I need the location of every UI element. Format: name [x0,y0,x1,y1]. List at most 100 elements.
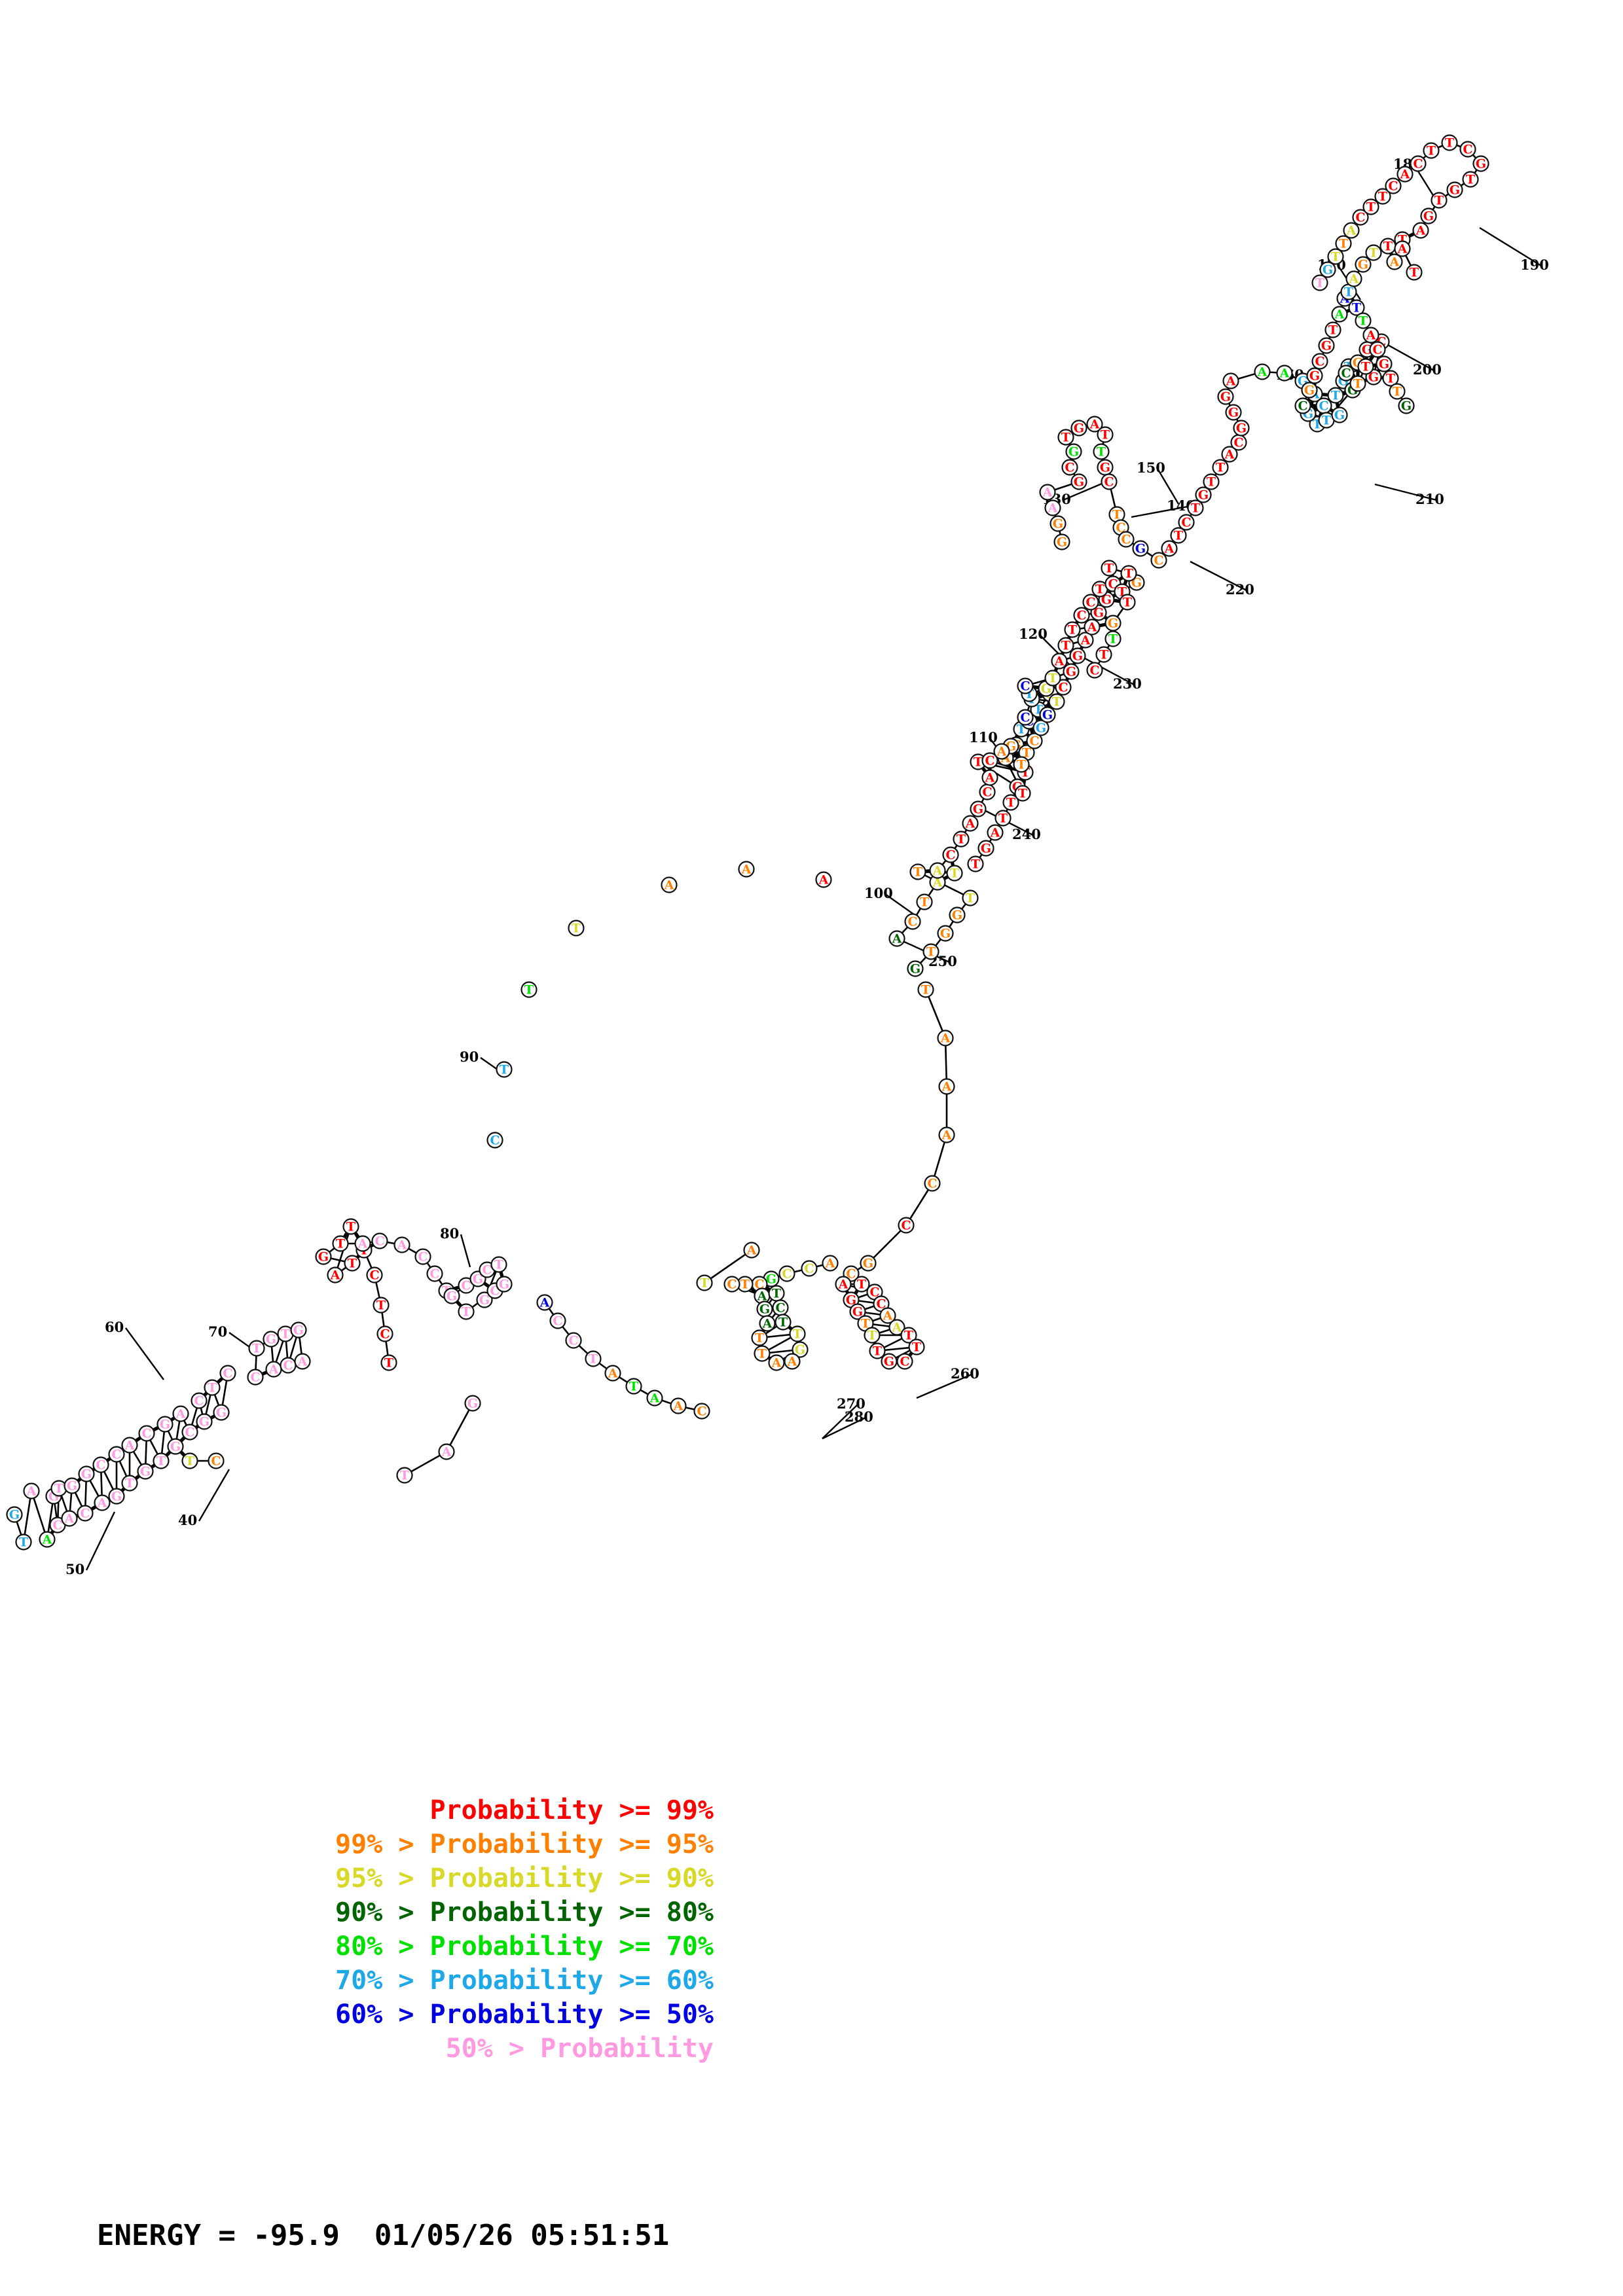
nucleotide-base-letter: A [397,1238,407,1253]
nucleotide-circle [1352,209,1369,226]
nucleotide-circle [1225,404,1242,421]
nucleotide-base-letter: A [441,1445,452,1460]
nucleotide-base-letter: C [846,1267,856,1282]
position-number-label: 100 [864,885,893,901]
nucleotide-base-letter: C [1463,143,1472,157]
nucleotide-circle [1446,181,1463,198]
nucleotide-circle [778,1265,795,1282]
position-leader-line [822,1404,858,1439]
base-pair-group [45,195,1422,1541]
nucleotide-base-letter: T [336,1237,345,1251]
nucleotide-circle [181,1452,198,1469]
nucleotide-circle [1170,527,1187,544]
position-number-label: 90 [460,1049,479,1065]
nucleotide-base-letter: C [1029,734,1039,749]
nucleotide-base-letter: T [1104,562,1114,576]
nucleotide-base-letter: T [1369,246,1378,260]
nucleotide-circle [156,1416,173,1433]
nucleotide-base-letter: T [1386,372,1395,386]
nucleotide-circle [1017,709,1034,726]
nucleotide-circle [1150,552,1167,569]
nucleotide-base-letter: G [216,1406,227,1420]
nucleotide-base-letter: A [1366,329,1376,343]
nucleotide-base-letter: C [804,1262,814,1276]
nucleotide-circle [78,1465,95,1482]
nucleotide-base-letter: G [1036,721,1046,736]
nucleotide-base-letter: A [965,817,976,831]
nucleotide-circle [366,1266,383,1283]
nucleotide-base-letter: G [940,927,951,941]
nucleotide-circle [568,920,585,937]
nucleotide-base-letter: T [1427,144,1436,158]
nucleotide-base-letter: T [1216,461,1225,475]
nucleotide-circle [219,1365,236,1382]
nucleotide-base-letter: G [766,1272,776,1287]
nucleotide-base-letter: C [223,1367,232,1381]
nucleotide-circle [898,1217,915,1234]
nucleotide-base-letter: G [759,1302,770,1317]
nucleotide-circle [604,1365,621,1382]
nucleotide-base-letter: A [1080,634,1091,648]
nucleotide-circle [879,1307,896,1324]
nucleotide-circle [1349,375,1366,392]
nucleotide-circle [670,1397,687,1414]
nucleotide-base-letter: A [97,1496,107,1511]
position-leader-line [125,1327,164,1380]
nucleotide-circle [738,861,755,878]
nucleotide-base-letter: A [932,864,943,878]
nucleotide-circle [213,1404,230,1421]
nucleotide-circle [661,876,678,893]
nucleotide-base-letter: C [211,1454,221,1469]
nucleotide-base-letter: C [185,1426,194,1440]
nucleotide-base-letter: T [348,1257,357,1271]
nucleotide-base-letter: T [920,895,929,910]
nucleotide-base-letter: C [1116,521,1125,535]
backbone-segment [445,1403,474,1452]
position-number-label: 260 [951,1365,979,1382]
nucleotide-base-letter: T [1466,173,1475,187]
nucleotide-base-letter: G [1198,488,1209,503]
nucleotide-base-letter: T [376,1299,386,1313]
nucleotide-circle [191,1392,208,1409]
backbone-segment [704,1249,752,1284]
nucleotide-base-letter: G [1362,343,1372,357]
nucleotide-base-letter: T [998,812,1008,826]
nucleotide-circle [1101,473,1118,490]
nucleotide-circle [332,1235,349,1252]
nucleotide-circle [1119,594,1136,611]
nucleotide-base-letter: T [1322,414,1331,428]
nucleotide-circle [1431,192,1448,209]
nucleotide-base-letter: T [912,1340,921,1355]
nucleotide-base-letter: T [793,1327,802,1342]
nucleotide-circle [937,925,954,942]
rna-structure-plot: 4050607080901001101201301401501601701801… [6,134,1549,1577]
nucleotide-circle [646,1390,663,1407]
nucleotide-base-letter: A [985,771,995,785]
nucleotide-base-letter: A [1257,365,1267,380]
nucleotide-base-letter: C [1089,664,1099,678]
nucleotide-base-letter: G [293,1323,304,1338]
nucleotide-circle [937,1030,954,1047]
position-leader-line [198,1469,230,1522]
nucleotide-circle [1462,171,1479,188]
nucleotide-base-letter: A [757,1289,767,1304]
nucleotide-base-letter: C [775,1301,785,1316]
legend-row: 50% > Probability [445,2034,714,2064]
nucleotide-base-letter: T [772,1287,781,1301]
nucleotide-base-letter: C [141,1427,151,1441]
nucleotide-base-letter: G [1476,157,1486,171]
position-number-label: 70 [208,1323,227,1340]
nucleotide-circle [1077,632,1094,649]
nucleotide-base-letter: G [1074,475,1084,490]
nucleotide-base-letter: T [1191,501,1200,516]
nucleotide-circle [1362,327,1379,344]
nucleotide-base-letter: T [1006,796,1015,810]
nucleotide-base-letter: G [973,802,983,817]
nucleotide-base-letter: T [400,1469,409,1483]
nucleotide-circle [1441,134,1458,151]
backbone-segment [924,989,947,1039]
nucleotide-base-letter: T [1099,648,1108,662]
nucleotide-circle [354,1235,371,1252]
legend-row: 70% > Probability >= 60% [335,1965,714,1996]
nucleotide-circle [496,1276,513,1293]
